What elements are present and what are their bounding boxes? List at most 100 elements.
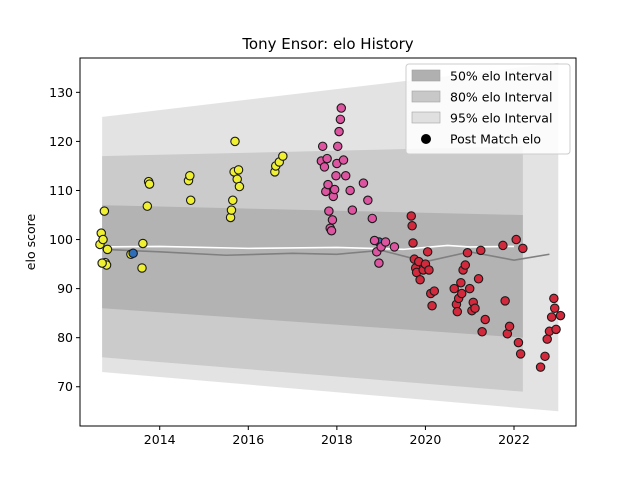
legend-label-0: 50% elo Interval	[450, 69, 552, 84]
legend-swatch-2	[411, 111, 441, 124]
legend-marker-3	[421, 134, 431, 144]
y-tick-label-6: 130	[49, 85, 73, 100]
legend-label-2: 95% elo Interval	[450, 111, 552, 126]
elo-point-0-10	[138, 238, 148, 249]
elo-point-3-17	[452, 306, 463, 317]
y-tick-label-2: 90	[57, 281, 73, 296]
elo-point-2-20	[345, 185, 355, 196]
post-match-points	[95, 103, 566, 372]
elo-point-3-1	[407, 221, 417, 231]
elo-point-0-7	[97, 258, 107, 268]
elo-point-3-24	[464, 283, 475, 294]
elo-point-0-15	[185, 171, 195, 181]
legend-box	[405, 63, 571, 155]
elo-point-3-37	[513, 337, 524, 348]
elo-point-3-35	[504, 321, 515, 332]
elo-point-0-18	[226, 205, 237, 215]
chart-title: Tony Ensor: elo History	[241, 35, 413, 53]
x-axis: 2014 2016 2018 2020 2022	[144, 426, 530, 447]
elo-point-2-1	[317, 141, 328, 152]
elo-point-0-21	[230, 136, 240, 147]
elo-point-3-36	[511, 234, 521, 245]
legend-label-1: 80% elo Interval	[450, 90, 552, 105]
elo-point-3-14	[429, 286, 440, 296]
elo-point-3-45	[549, 293, 559, 304]
elo-point-3-10	[422, 247, 433, 257]
elo-point-3-47	[551, 324, 561, 335]
elo-point-2-29	[380, 237, 391, 247]
y-tick-label-3: 100	[49, 232, 73, 247]
elo-point-0-3	[99, 206, 110, 216]
x-tick-label-4: 2022	[498, 432, 530, 447]
elo-point-0-13	[144, 179, 155, 189]
elo-point-2-9	[327, 215, 338, 225]
elo-point-2-21	[347, 205, 358, 215]
mean-line-0	[102, 248, 550, 263]
elo-point-3-7	[415, 275, 425, 285]
elo-point-3-32	[498, 240, 508, 251]
elo-point-3-22	[460, 260, 471, 270]
elo-point-2-12	[331, 171, 341, 181]
elo-point-2-16	[335, 114, 346, 125]
elo-point-2-17	[336, 103, 347, 113]
elo-point-2-22	[358, 178, 369, 188]
elo-point-0-28	[278, 151, 288, 161]
elo-point-2-5	[323, 179, 333, 190]
elo-point-3-20	[456, 288, 467, 299]
y-tick-label-0: 70	[57, 379, 73, 394]
elo-point-2-2	[319, 162, 330, 172]
elo-point-2-6	[324, 206, 334, 216]
interval-band-2	[102, 205, 523, 338]
elo-point-0-11	[142, 201, 153, 211]
elo-point-1-0	[128, 248, 138, 259]
elo-point-2-18	[338, 155, 349, 165]
elo-point-3-2	[408, 238, 418, 248]
elo-point-3-41	[540, 351, 550, 362]
elo-point-0-23	[233, 165, 244, 175]
elo-point-0-16	[185, 195, 196, 206]
elo-point-3-48	[555, 310, 566, 321]
elo-point-0-24	[234, 181, 245, 192]
elo-point-3-42	[542, 334, 552, 344]
elo-point-3-33	[500, 296, 510, 306]
elo-point-2-25	[369, 235, 380, 246]
elo-point-3-19	[456, 277, 466, 288]
elo-point-2-11	[329, 184, 340, 195]
mean-line-1	[102, 244, 515, 251]
legend-swatch-0	[411, 69, 441, 82]
elo-point-3-13	[427, 301, 437, 311]
elo-point-3-38	[515, 349, 526, 359]
y-tick-label-5: 120	[49, 134, 73, 149]
y-tick-label-4: 110	[49, 183, 73, 198]
elo-point-3-23	[462, 248, 473, 258]
elo-point-2-4	[322, 153, 332, 164]
elo-point-0-9	[137, 263, 147, 273]
elo-point-3-0	[406, 211, 417, 221]
elo-point-3-28	[473, 274, 484, 284]
elo-point-3-39	[518, 243, 528, 254]
elo-point-2-24	[367, 213, 378, 224]
x-tick-label-1: 2016	[232, 432, 264, 447]
elo-point-2-8	[326, 225, 337, 236]
elo-point-2-15	[334, 126, 344, 137]
y-axis-title: elo score	[23, 214, 38, 271]
elo-point-2-19	[340, 171, 351, 181]
y-axis: 70 80 90 100 110 120 130	[49, 85, 80, 394]
elo-point-2-23	[363, 195, 373, 206]
elo-point-3-30	[477, 327, 487, 337]
x-tick-label-2: 2018	[321, 432, 353, 447]
elo-point-2-30	[389, 242, 400, 252]
axes-frame	[79, 57, 577, 427]
elo-point-3-31	[480, 314, 490, 325]
elo-point-3-29	[476, 245, 486, 256]
legend: 50% elo Interval 80% elo Interval 95% elo …	[405, 63, 571, 155]
elo-point-0-2	[98, 234, 108, 245]
elo-point-3-11	[424, 265, 434, 275]
elo-point-0-19	[228, 195, 238, 206]
elo-point-2-27	[374, 258, 384, 268]
x-tick-label-3: 2020	[410, 432, 442, 447]
legend-label-3: Post Match elo	[450, 132, 541, 147]
elo-point-3-46	[549, 303, 560, 313]
y-tick-label-1: 80	[57, 330, 73, 345]
